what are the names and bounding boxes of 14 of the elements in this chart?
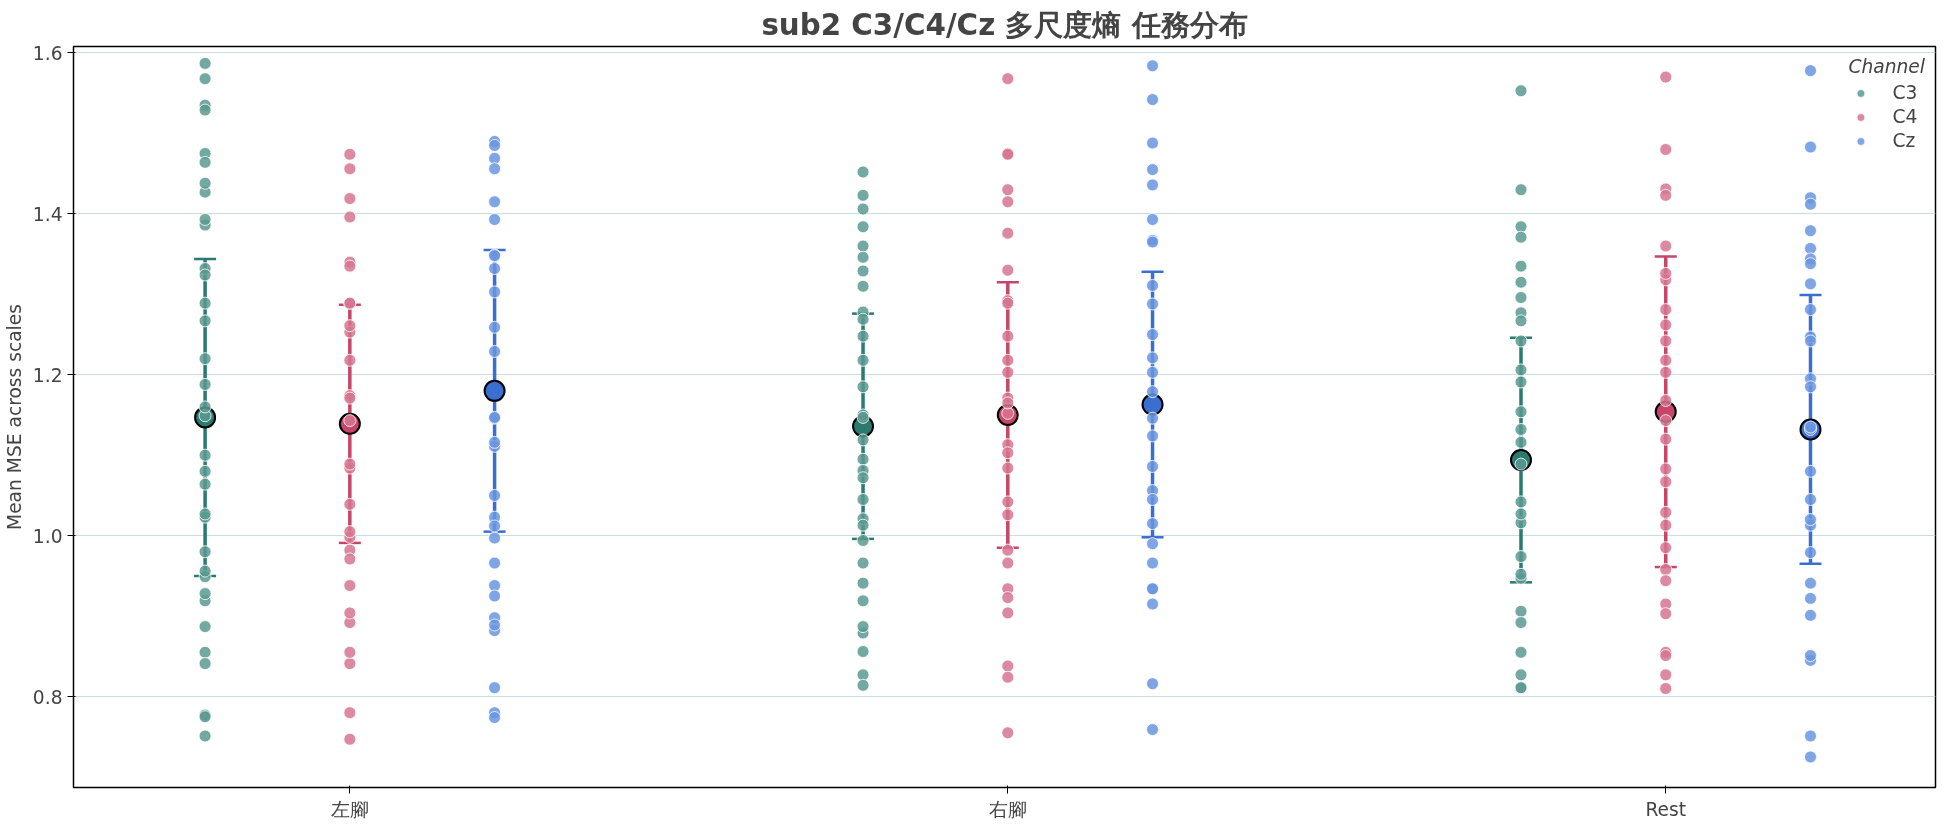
y-tick-label: 0.8: [32, 686, 63, 708]
x-tick-label: Rest: [1645, 798, 1687, 820]
y-axis-title: Mean MSE across scales: [3, 304, 25, 530]
y-tick-label: 1.4: [32, 203, 63, 225]
legend-title: Channel: [1848, 56, 1925, 77]
y-tick-label: 1.6: [32, 42, 63, 64]
x-tick-label: 左腳: [330, 798, 369, 820]
legend-label: Cz: [1892, 130, 1916, 151]
x-tick-label: 右腳: [988, 798, 1027, 820]
legend-label: C3: [1892, 82, 1918, 103]
y-tick-label: 1.0: [32, 525, 63, 547]
y-tick-label: 1.2: [32, 364, 63, 386]
legend-label: C4: [1892, 106, 1918, 127]
chart-title: sub2 C3/C4/Cz 多尺度熵 任務分布: [761, 7, 1248, 42]
